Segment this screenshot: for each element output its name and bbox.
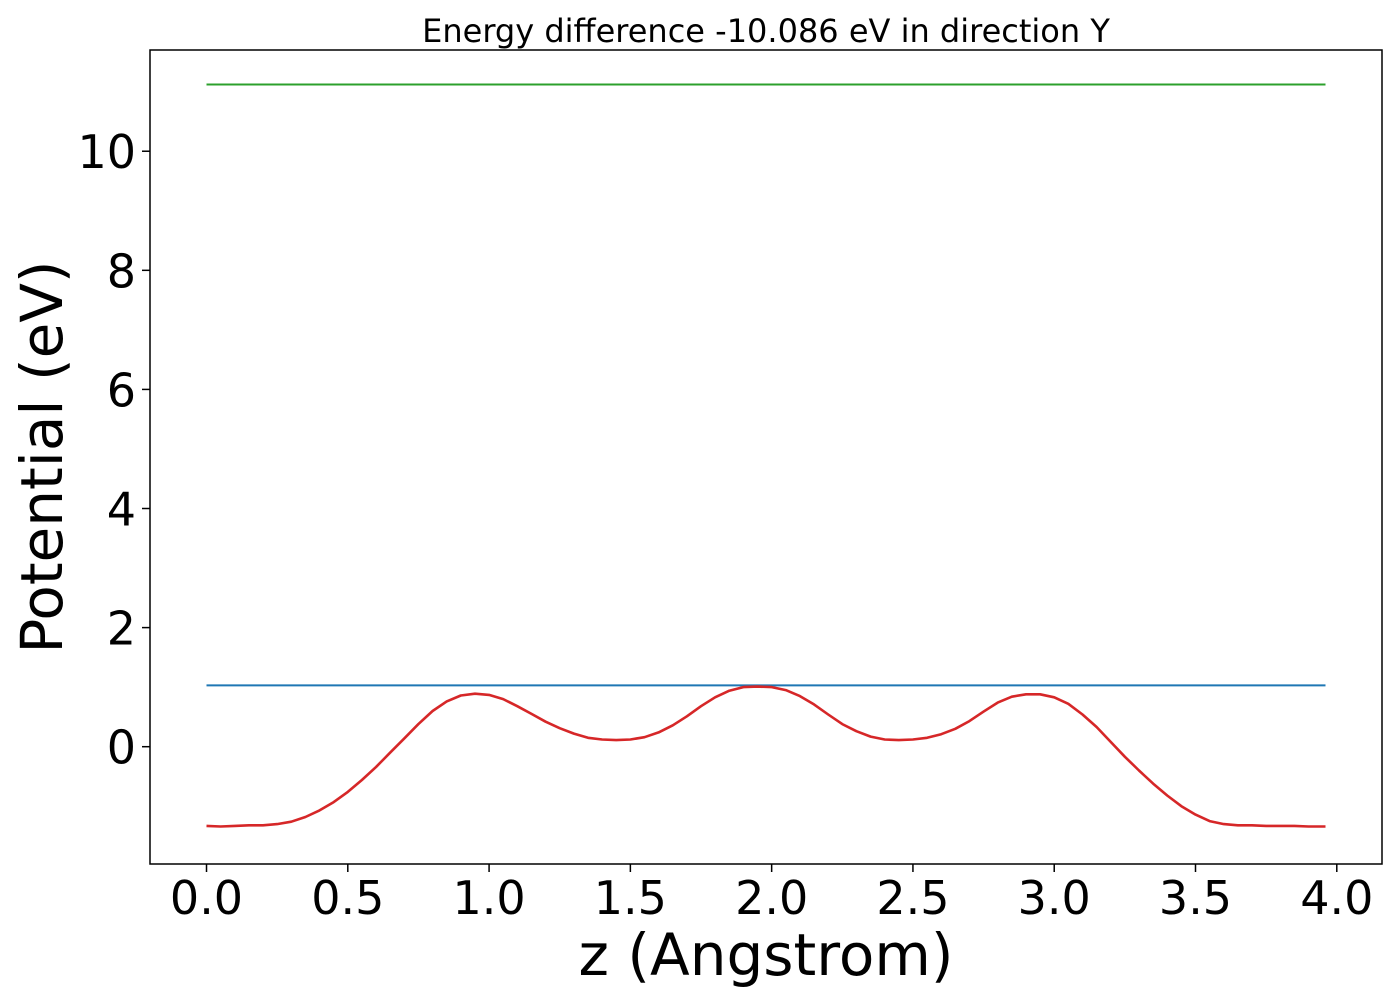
x-tick-label: 2.0 bbox=[735, 871, 808, 925]
x-tick-label: 0.5 bbox=[311, 871, 384, 925]
x-tick-label: 1.5 bbox=[594, 871, 667, 925]
x-axis-title: z (Angstrom) bbox=[579, 921, 954, 989]
x-axis-ticks: 0.0 0.5 1.0 1.5 2.0 2.5 3.0 3.5 4.0 bbox=[170, 864, 1373, 925]
chart-title: Energy difference -10.086 eV in directio… bbox=[422, 12, 1110, 50]
y-tick-label: 2 bbox=[107, 602, 136, 656]
plot-frame bbox=[149, 49, 1383, 865]
x-tick-label: 4.0 bbox=[1300, 871, 1373, 925]
series-line-2 bbox=[206, 685, 1326, 828]
y-tick-label: 6 bbox=[107, 363, 136, 417]
y-axis-ticks: 0 2 4 6 8 10 bbox=[77, 125, 150, 775]
x-tick-label: 3.0 bbox=[1018, 871, 1091, 925]
y-tick-label: 0 bbox=[107, 721, 136, 775]
y-tick-label: 10 bbox=[77, 125, 136, 179]
y-tick-label: 8 bbox=[107, 244, 136, 298]
y-tick-label: 4 bbox=[107, 483, 136, 537]
x-tick-label: 2.5 bbox=[876, 871, 949, 925]
y-axis-title: Potential (eV) bbox=[8, 260, 76, 653]
x-tick-label: 3.5 bbox=[1159, 871, 1232, 925]
x-tick-label: 1.0 bbox=[453, 871, 526, 925]
x-tick-label: 0.0 bbox=[170, 871, 243, 925]
series-layer bbox=[206, 83, 1326, 828]
